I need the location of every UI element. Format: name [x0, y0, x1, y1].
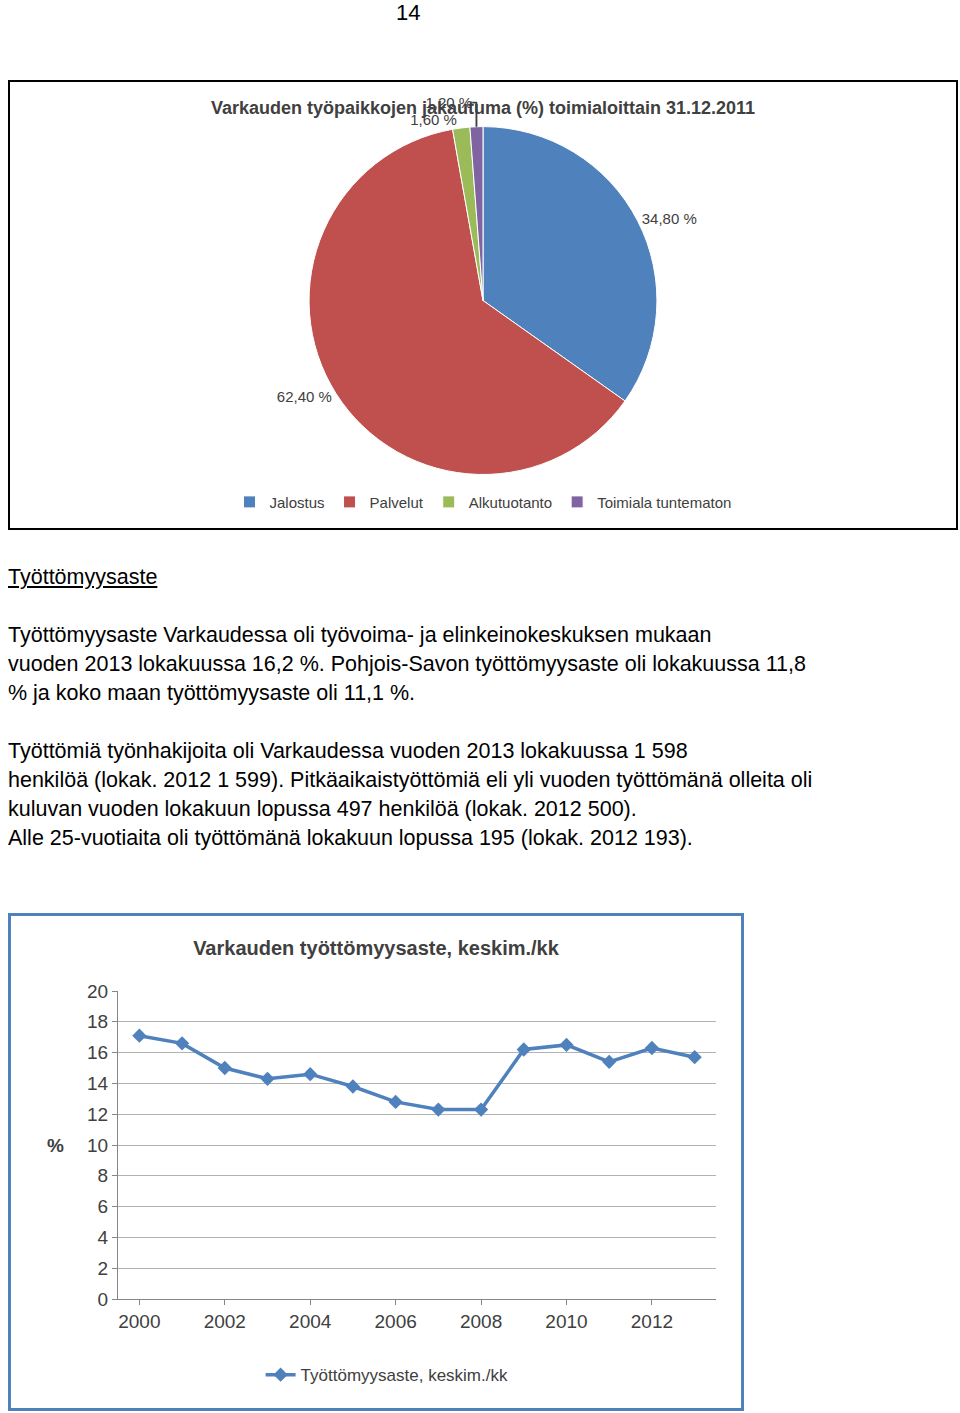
svg-text:Varkauden työpaikkojen jakautu: Varkauden työpaikkojen jakautuma (%) toi… [211, 98, 755, 118]
svg-text:Toimiala tuntematon: Toimiala tuntematon [597, 494, 731, 511]
svg-text:%: % [47, 1135, 64, 1156]
svg-text:4: 4 [98, 1227, 109, 1248]
html-text:Työttömiä työnhakijoita oli Va: Työttömiä työnhakijoita oli Varkaudessa … [8, 739, 688, 763]
svg-text:34,80 %: 34,80 % [642, 210, 697, 227]
svg-text:2008: 2008 [460, 1311, 502, 1332]
html-text:% ja koko maan työttömyysaste: % ja koko maan työttömyysaste oli 11,1 %… [8, 681, 416, 705]
svg-text:16: 16 [87, 1042, 108, 1063]
svg-text:2004: 2004 [289, 1311, 332, 1332]
html-text:vuoden 2013 lokakuussa 16,2 %.: vuoden 2013 lokakuussa 16,2 %. Pohjois-S… [8, 652, 806, 676]
html-text:henkilöä (lokak. 2012 1 599).: henkilöä (lokak. 2012 1 599). Pitkäaikai… [8, 768, 813, 792]
svg-text:Alkutuotanto: Alkutuotanto [469, 494, 552, 511]
svg-text:1,20 %: 1,20 % [425, 94, 472, 111]
svg-text:2012: 2012 [631, 1311, 673, 1332]
svg-text:6: 6 [98, 1196, 109, 1217]
svg-text:8: 8 [98, 1165, 109, 1186]
svg-text:10: 10 [87, 1135, 108, 1156]
html-text:Alle 25-vuotiaita oli työttömä: Alle 25-vuotiaita oli työttömänä lokakuu… [8, 826, 693, 850]
svg-text:1,60 %: 1,60 % [410, 111, 457, 128]
svg-text:Palvelut: Palvelut [370, 494, 424, 511]
svg-text:2006: 2006 [374, 1311, 416, 1332]
svg-text:2010: 2010 [545, 1311, 587, 1332]
svg-text:2000: 2000 [118, 1311, 160, 1332]
svg-text:62,40 %: 62,40 % [277, 388, 332, 405]
svg-text:Työttömyysaste, keskim./kk: Työttömyysaste, keskim./kk [301, 1366, 508, 1385]
html-text:Työttömyysaste: Työttömyysaste [8, 565, 158, 589]
svg-text:Jalostus: Jalostus [270, 494, 325, 511]
html-text:14: 14 [396, 0, 421, 25]
svg-text:Varkauden työttömyysaste, kesk: Varkauden työttömyysaste, keskim./kk [193, 937, 560, 959]
svg-text:2: 2 [98, 1258, 109, 1279]
html-text:kuluvan vuoden lokakuun lopuss: kuluvan vuoden lokakuun lopussa 497 henk… [8, 797, 637, 821]
svg-text:14: 14 [87, 1073, 109, 1094]
html-text:Työttömyysaste Varkaudessa oli: Työttömyysaste Varkaudessa oli työvoima-… [8, 623, 712, 647]
svg-text:18: 18 [87, 1011, 108, 1032]
svg-text:20: 20 [87, 981, 108, 1002]
svg-text:0: 0 [98, 1289, 109, 1310]
svg-text:2002: 2002 [204, 1311, 246, 1332]
svg-text:12: 12 [87, 1104, 108, 1125]
